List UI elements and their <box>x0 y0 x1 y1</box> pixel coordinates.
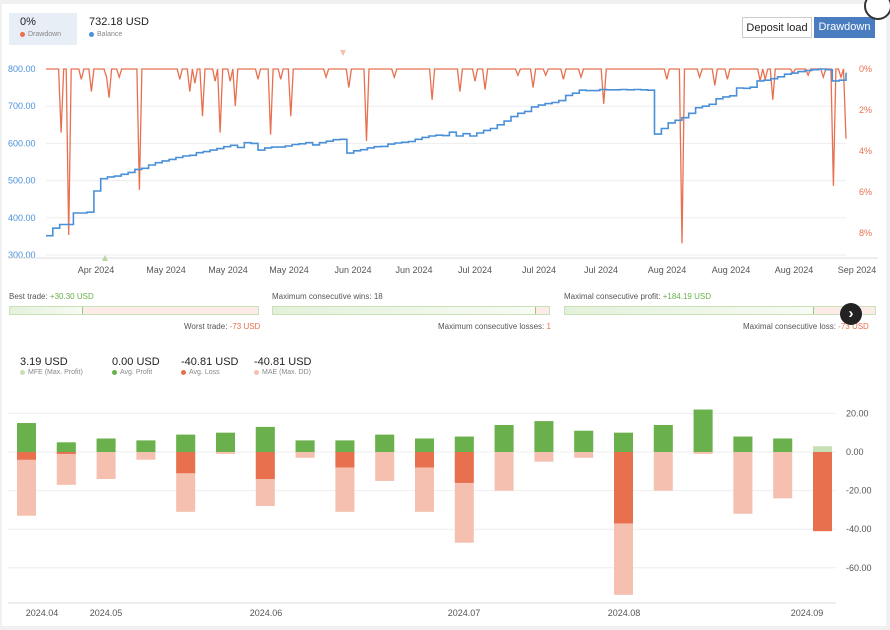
drawdown-label: Drawdown <box>28 31 62 38</box>
drawdown-button[interactable]: Drawdown <box>814 17 875 38</box>
x-tick-label: Aug 2024 <box>712 265 751 275</box>
max-cons-losses-stat: Maximum consecutive losses: 1 <box>438 322 551 331</box>
avg-loss-value: -40.81 USD <box>181 356 239 368</box>
worst-trade-stat: Worst trade: -73 USD <box>184 322 260 331</box>
max-cons-losses-label: Maximum consecutive losses: <box>438 322 545 331</box>
balance-dot-icon <box>89 31 94 37</box>
x-tick-label: Aug 2024 <box>648 265 687 275</box>
report-panel <box>2 4 886 626</box>
drawdown-value: 0% <box>20 16 36 28</box>
corner-close-button[interactable] <box>864 0 890 20</box>
drawdown-series-line <box>46 68 847 244</box>
x-tick-label: May 2024 <box>208 265 248 275</box>
x-tick-label: Aug 2024 <box>775 265 814 275</box>
balance-series-line <box>46 68 847 237</box>
x-tick-label: Apr 2024 <box>78 265 115 275</box>
cons-wins-fill <box>273 307 537 314</box>
x-tick-label: May 2024 <box>146 265 186 275</box>
best-trade-value: +30.30 USD <box>49 292 94 301</box>
y-left-tick-label: 800.00 <box>8 64 36 74</box>
mae-legend: MAE (Max. DD) <box>254 369 311 376</box>
mfe-value: 3.19 USD <box>20 356 68 368</box>
y-right-tick-label: 8% <box>859 228 872 238</box>
balance-label: Balance <box>97 31 123 38</box>
avg-profit-legend: Avg. Profit <box>112 369 152 376</box>
top-marker-icon <box>340 50 346 56</box>
cons-profit-loss-bar <box>564 306 876 315</box>
x-tick-label: Jun 2024 <box>395 265 432 275</box>
max-cons-losses-value: 1 <box>546 322 551 331</box>
mfe-legend: MFE (Max. Profit) <box>20 369 83 376</box>
balance-value: 732.18 USD <box>89 16 149 28</box>
worst-trade-value: -73 USD <box>229 322 261 331</box>
x-tick-label: Jul 2024 <box>522 265 556 275</box>
avg-profit-dot-icon <box>112 369 117 375</box>
max-cons-wins-value: 18 <box>373 292 383 301</box>
max-cons-loss-stat: Maximal consecutive loss: -73 USD <box>743 322 869 331</box>
best-trade-stat: Best trade: +30.30 USD <box>9 292 94 301</box>
max-cons-loss-label: Maximal consecutive loss: <box>743 322 836 331</box>
drawdown-summary-card[interactable] <box>9 13 77 45</box>
y-right-tick-label: 4% <box>859 146 872 156</box>
x-tick-label: Jun 2024 <box>334 265 371 275</box>
best-trade-label: Best trade: <box>9 292 48 301</box>
best-trade-fill <box>10 307 83 314</box>
mae-value: -40.81 USD <box>254 356 312 368</box>
best-worst-bar <box>9 306 259 315</box>
x-tick-label: Jul 2024 <box>458 265 492 275</box>
y-left-tick-label: 300.00 <box>8 250 36 260</box>
y-right-tick-label: 0% <box>859 64 872 74</box>
drawdown-legend: Drawdown <box>20 31 61 38</box>
x-tick-label: May 2024 <box>269 265 309 275</box>
cons-profit-fill <box>565 307 814 314</box>
avg-loss-legend: Avg. Loss <box>181 369 220 376</box>
max-cons-wins-label: Maximum consecutive wins: <box>272 292 372 301</box>
mae-dot-icon <box>254 369 259 375</box>
bottom-marker-icon <box>102 255 108 261</box>
y-right-tick-label: 2% <box>859 105 872 115</box>
drawdown-dot-icon <box>20 31 25 37</box>
deposit-load-button[interactable]: Deposit load <box>742 17 812 38</box>
y-left-tick-label: 700.00 <box>8 101 36 111</box>
max-cons-wins-stat: Maximum consecutive wins: 18 <box>272 292 383 301</box>
y-left-tick-label: 400.00 <box>8 213 36 223</box>
max-cons-profit-stat: Maximal consecutive profit: +184.19 USD <box>564 292 711 301</box>
max-cons-loss-value: -73 USD <box>838 322 869 331</box>
max-cons-profit-label: Maximal consecutive profit: <box>564 292 661 301</box>
next-arrow-button[interactable]: › <box>840 303 862 325</box>
x-tick-label: Jul 2024 <box>584 265 618 275</box>
avg-profit-value: 0.00 USD <box>112 356 160 368</box>
balance-drawdown-chart: 800.00 700.00 600.00 500.00 400.00 300.00 0% 2%… <box>8 50 878 275</box>
mfe-label: MFE (Max. Profit) <box>28 369 83 376</box>
worst-trade-label: Worst trade: <box>184 322 228 331</box>
y-left-tick-label: 600.00 <box>8 138 36 148</box>
balance-legend: Balance <box>89 31 122 38</box>
mae-label: MAE (Max. DD) <box>262 369 311 376</box>
avg-loss-label: Avg. Loss <box>189 369 220 376</box>
x-tick-label: Sep 2024 <box>838 265 877 275</box>
y-left-tick-label: 500.00 <box>8 176 36 186</box>
avg-profit-label: Avg. Profit <box>120 369 153 376</box>
avg-loss-dot-icon <box>181 369 186 375</box>
max-cons-profit-value: +184.19 USD <box>662 292 711 301</box>
cons-wins-losses-bar <box>272 306 550 315</box>
y-right-tick-label: 6% <box>859 187 872 197</box>
mfe-dot-icon <box>20 369 25 375</box>
